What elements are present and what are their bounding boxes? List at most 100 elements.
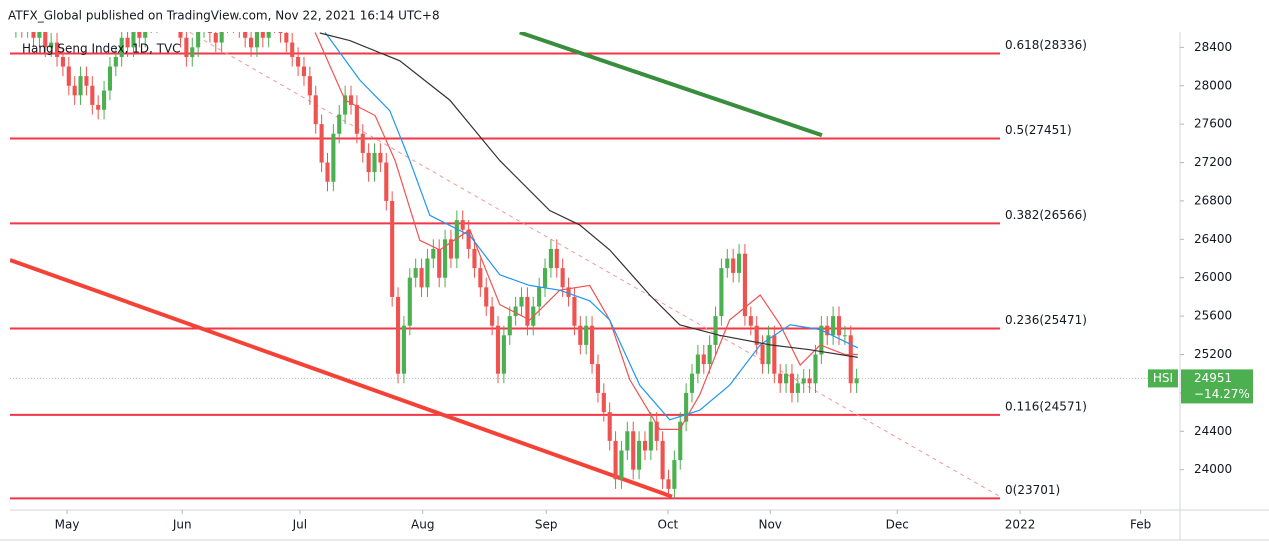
y-tick-label: 25600 — [1194, 309, 1232, 323]
candle-body — [266, 32, 271, 38]
candle-body — [478, 268, 483, 288]
x-tick-label: Jun — [172, 518, 192, 532]
candle-body — [43, 32, 48, 48]
candle-body — [784, 373, 789, 384]
x-tick-label: Feb — [1130, 518, 1151, 532]
candle-body — [637, 440, 642, 470]
candle-body — [296, 56, 301, 67]
fib-label: 0.618(28336) — [1005, 38, 1087, 52]
x-tick-label: Sep — [535, 518, 558, 532]
candle-body — [78, 76, 83, 96]
last-price-label: 24951 — [1194, 371, 1232, 385]
candle-body — [360, 133, 365, 153]
candle-body — [31, 32, 36, 38]
candle-body — [113, 56, 118, 67]
candle-body — [654, 421, 659, 441]
candle-body — [378, 152, 383, 163]
price-badge — [1181, 369, 1253, 404]
candle-body — [390, 200, 395, 297]
change-label: −14.27% — [1194, 387, 1250, 401]
candle-body — [684, 392, 689, 422]
y-tick-label: 26400 — [1194, 232, 1232, 246]
candle-body — [707, 344, 712, 365]
candle-body — [713, 316, 718, 345]
candle-body — [590, 325, 595, 365]
y-tick-label: 27200 — [1194, 155, 1232, 169]
candle-body — [701, 354, 706, 365]
candle-body — [66, 66, 71, 86]
candle-body — [190, 47, 195, 57]
candle-body — [495, 325, 501, 374]
candle-body — [560, 268, 565, 288]
candle-body — [848, 335, 853, 384]
candle-body — [413, 268, 418, 278]
candle-body — [178, 32, 183, 38]
candle-body — [284, 32, 289, 43]
candle-body — [566, 287, 571, 297]
candle-body — [795, 383, 800, 393]
candle-body — [466, 229, 471, 249]
candle-body — [736, 253, 742, 273]
candle-body — [319, 124, 324, 163]
candle-body — [689, 373, 695, 393]
candle-body — [107, 66, 113, 91]
candle-body — [331, 133, 336, 182]
candle-body — [807, 378, 812, 384]
candle-body — [337, 114, 342, 134]
candle-body — [572, 296, 577, 326]
candle-body — [584, 325, 589, 345]
moving-average — [324, 32, 859, 421]
candle-body — [384, 162, 389, 201]
candle-body — [301, 66, 307, 77]
candle-body — [254, 32, 259, 48]
candle-body — [542, 268, 548, 288]
candle-body — [695, 354, 700, 374]
moving-average — [319, 32, 858, 358]
candle-body — [648, 421, 653, 451]
candle-body — [102, 90, 107, 110]
candle-body — [525, 296, 530, 326]
candle-body — [278, 32, 283, 33]
fib-label: 0.116(24571) — [1005, 399, 1087, 413]
x-tick-label: Oct — [658, 518, 679, 532]
candle-body — [395, 296, 401, 374]
y-tick-label: 28400 — [1194, 40, 1232, 54]
candle-body — [619, 450, 624, 480]
trend-line — [189, 32, 1001, 498]
y-tick-label: 26000 — [1194, 270, 1232, 284]
candle-body — [131, 32, 136, 48]
candle-body — [460, 220, 465, 230]
candle-body — [431, 248, 436, 259]
candle-body — [666, 479, 671, 489]
candle-body — [836, 316, 842, 336]
candle-body — [854, 378, 859, 384]
candle-body — [578, 325, 583, 345]
chart-title: ATFX_Global published on TradingView.com… — [8, 9, 440, 23]
candle-body — [325, 162, 330, 182]
candle-body — [725, 258, 730, 269]
candle-body — [672, 460, 677, 489]
candle-body — [125, 37, 130, 48]
candle-body — [548, 248, 553, 269]
candle-body — [84, 76, 89, 86]
candle-body — [678, 421, 683, 461]
candle-body — [772, 335, 777, 374]
candle-body — [248, 37, 254, 48]
candle-body — [660, 440, 665, 480]
x-tick-label: Aug — [411, 518, 434, 532]
candle-body — [842, 335, 847, 337]
candle-body — [742, 253, 747, 317]
chart-subtitle: Hang Seng Index, 1D, TVC — [22, 42, 181, 56]
candle-body — [307, 76, 312, 96]
candle-body — [313, 95, 318, 125]
candle-body — [448, 239, 454, 259]
candle-body — [819, 325, 824, 355]
y-tick-label: 27600 — [1194, 117, 1232, 131]
candle-body — [595, 364, 600, 393]
x-tick-label: Jul — [292, 518, 307, 532]
candle-body — [425, 258, 430, 288]
candle-body — [778, 373, 783, 384]
x-tick-label: 2022 — [1005, 518, 1036, 532]
x-tick-label: May — [55, 518, 80, 532]
x-tick-label: Dec — [886, 518, 909, 532]
